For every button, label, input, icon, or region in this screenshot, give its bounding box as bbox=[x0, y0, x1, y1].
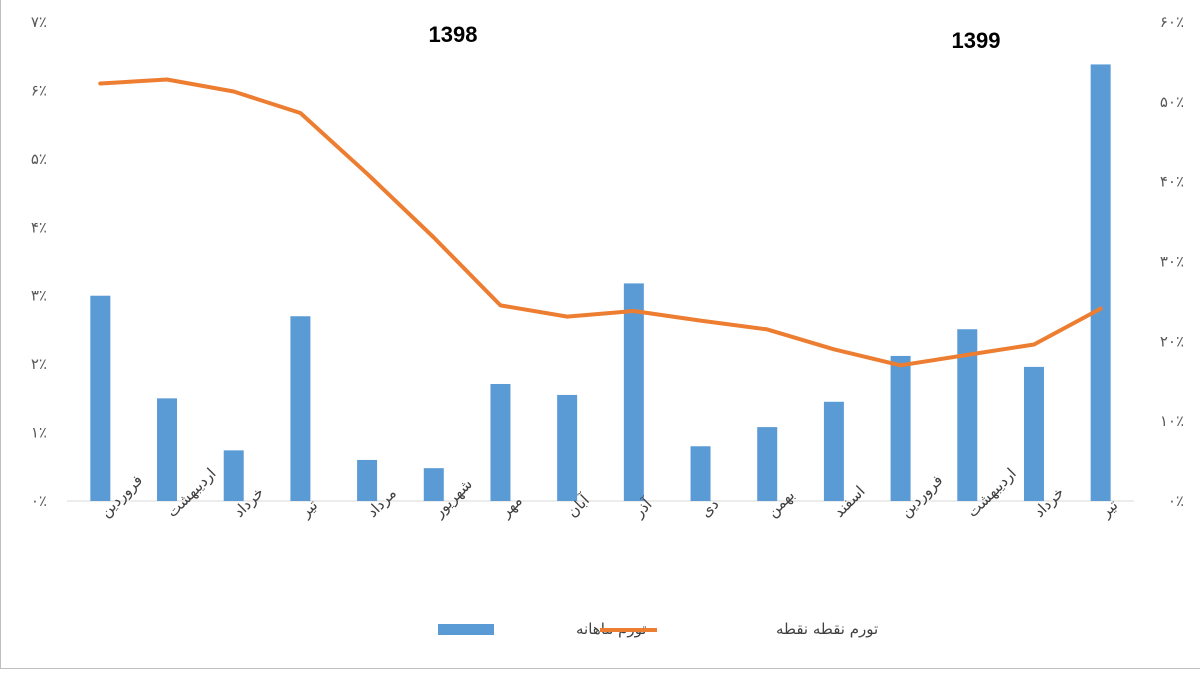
right-axis-tick-label: ۴۰٪ bbox=[1160, 173, 1184, 191]
right-axis-tick-label: ۳۰٪ bbox=[1160, 253, 1184, 271]
bar-monthly-inflation bbox=[490, 384, 510, 501]
legend: تورم ماهانه تورم نقطه نقطه bbox=[438, 620, 878, 638]
left-axis-tick-label: ۳٪ bbox=[31, 287, 47, 305]
bar-monthly-inflation bbox=[691, 446, 711, 501]
left-axis-tick-label: ۶٪ bbox=[31, 81, 47, 99]
bar-monthly-inflation bbox=[357, 460, 377, 501]
right-axis-tick-label: ۰٪ bbox=[1168, 492, 1184, 510]
year-label: 1399 bbox=[952, 28, 1001, 53]
bar-monthly-inflation bbox=[1091, 64, 1111, 501]
left-axis-tick-label: ۴٪ bbox=[31, 218, 47, 236]
bar-monthly-inflation bbox=[557, 395, 577, 501]
bar-monthly-inflation bbox=[90, 296, 110, 501]
bar-monthly-inflation bbox=[891, 356, 911, 501]
bar-monthly-inflation bbox=[624, 283, 644, 501]
right-axis-tick-label: ۱۰٪ bbox=[1160, 412, 1184, 430]
line-yoy-inflation bbox=[100, 80, 1100, 366]
right-axis-tick-label: ۶۰٪ bbox=[1160, 13, 1184, 31]
bar-monthly-inflation bbox=[757, 427, 777, 501]
legend-swatch-monthly bbox=[438, 624, 494, 635]
bar-monthly-inflation bbox=[1024, 367, 1044, 501]
bar-monthly-inflation bbox=[290, 316, 310, 501]
legend-label-yoy: تورم نقطه نقطه bbox=[776, 620, 878, 638]
bar-monthly-inflation bbox=[224, 450, 244, 501]
right-axis-tick-label: ۵۰٪ bbox=[1160, 93, 1184, 111]
left-axis-tick-label: ۷٪ bbox=[31, 13, 47, 31]
left-axis-tick-label: ۱٪ bbox=[31, 424, 47, 442]
left-axis-tick-label: ۵٪ bbox=[31, 150, 47, 168]
right-axis-tick-label: ۲۰٪ bbox=[1160, 332, 1184, 350]
left-axis-tick-label: ۰٪ bbox=[31, 492, 47, 510]
left-axis-tick-label: ۲٪ bbox=[31, 355, 47, 373]
bar-monthly-inflation bbox=[824, 402, 844, 501]
year-label: 1398 bbox=[429, 22, 478, 47]
bar-monthly-inflation bbox=[157, 398, 177, 501]
